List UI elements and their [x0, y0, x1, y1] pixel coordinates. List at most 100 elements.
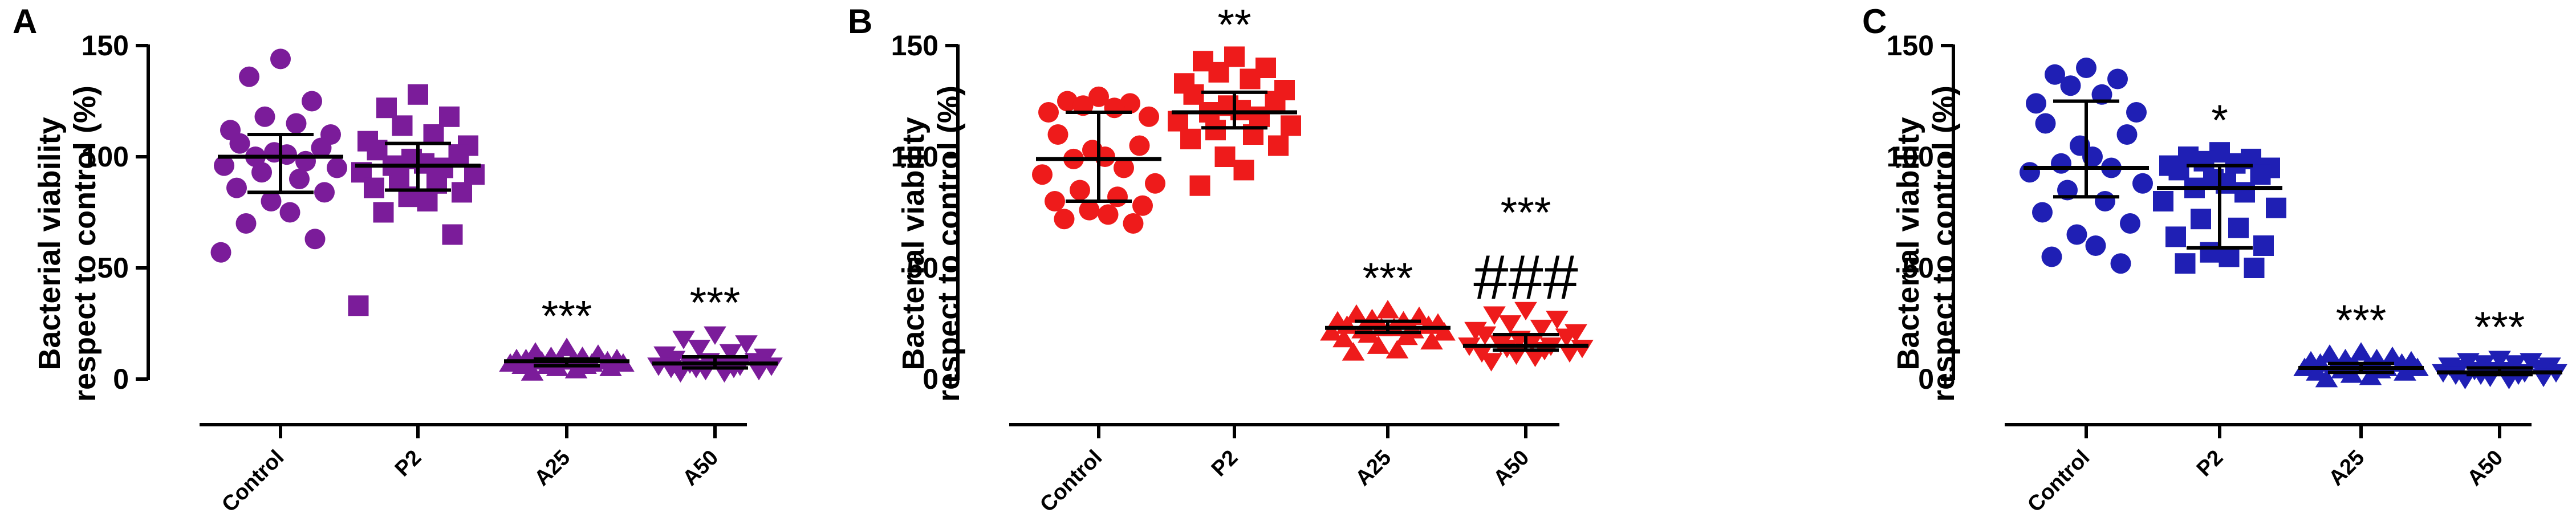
significance-stars: *** — [542, 292, 592, 340]
data-point — [2168, 160, 2189, 181]
significance-hash: ### — [1473, 242, 1578, 312]
x-tick-label: A50 — [1489, 446, 1534, 491]
data-point — [2110, 253, 2131, 274]
data-point — [2234, 182, 2255, 203]
data-point — [1498, 315, 1522, 334]
data-point — [1214, 146, 1236, 167]
data-point — [1281, 115, 1301, 136]
data-point — [1079, 200, 1100, 221]
data-point — [1320, 322, 1343, 341]
y-tick-label: 50 — [1902, 252, 1934, 284]
data-point — [599, 357, 622, 376]
significance-stars: *** — [1501, 189, 1551, 237]
data-point — [704, 326, 726, 345]
data-point — [2250, 164, 2271, 185]
data-point — [373, 202, 394, 223]
data-point — [1555, 328, 1578, 347]
y-axis-label-line: Bacterial viability — [896, 117, 931, 370]
data-point — [2153, 191, 2173, 211]
x-tick-label: P2 — [391, 446, 426, 482]
data-point — [348, 295, 369, 316]
significance-stars: *** — [1363, 254, 1413, 303]
x-tick-label: P2 — [1207, 446, 1243, 482]
y-tick-label: 50 — [907, 252, 938, 284]
data-point — [1345, 304, 1368, 323]
data-point — [1038, 102, 1059, 123]
data-point — [1376, 300, 1399, 319]
data-point — [1240, 68, 1261, 89]
data-point — [719, 344, 742, 363]
data-point — [376, 97, 397, 119]
data-point — [2315, 369, 2338, 388]
data-point — [2228, 217, 2249, 238]
x-tick-label: A25 — [1351, 446, 1396, 491]
y-axis-label: Bacterial viabilityrespect to control (%… — [32, 86, 102, 402]
data-point — [2132, 173, 2153, 194]
data-point — [555, 337, 578, 356]
data-point — [214, 155, 234, 176]
significance-stars: ** — [1217, 1, 1251, 50]
data-point — [1045, 191, 1065, 211]
data-point — [1523, 348, 1547, 367]
data-point — [1088, 86, 1109, 107]
data-point — [2120, 213, 2140, 234]
significance-stars: *** — [690, 279, 741, 327]
data-point — [672, 331, 695, 349]
y-axis-label: Bacterial viabilityrespect to control (%… — [896, 86, 966, 402]
panel-letter: C — [1862, 2, 1887, 40]
x-tick-label: A50 — [678, 446, 723, 491]
data-point — [2051, 153, 2071, 174]
data-point — [2035, 113, 2056, 134]
data-point — [2041, 246, 2062, 267]
data-point — [2350, 342, 2372, 361]
data-point — [564, 360, 588, 378]
data-point — [1546, 311, 1569, 329]
data-point — [239, 66, 259, 87]
y-tick-label: 0 — [113, 363, 129, 395]
data-point — [1168, 111, 1188, 132]
data-point — [688, 340, 711, 359]
data-point — [1145, 173, 1165, 194]
data-point — [2266, 197, 2286, 218]
data-point — [521, 362, 544, 381]
data-point — [2045, 64, 2065, 85]
data-point — [261, 191, 282, 211]
data-point — [270, 48, 291, 70]
data-point — [2060, 75, 2081, 96]
data-point — [1483, 306, 1506, 325]
data-point — [2066, 224, 2087, 245]
data-point — [1123, 213, 1144, 234]
data-point — [289, 169, 310, 189]
panel-letter: A — [13, 2, 37, 40]
data-point — [1530, 319, 1553, 339]
data-point — [327, 157, 347, 178]
data-point — [1189, 175, 1210, 196]
data-point — [2359, 367, 2382, 385]
y-axis-label-line: Bacterial viability — [32, 117, 67, 370]
significance-stars: *** — [2475, 303, 2525, 352]
data-point — [1395, 326, 1418, 345]
y-axis-label-line: respect to control (%) — [932, 86, 966, 402]
data-point — [1342, 342, 1365, 361]
data-point — [1129, 135, 1150, 156]
data-point — [1180, 128, 1201, 149]
x-tick-label: Control — [1035, 446, 1107, 517]
data-point — [304, 229, 326, 250]
data-point — [1120, 93, 1140, 114]
data-point — [311, 137, 332, 158]
y-tick-label: 0 — [923, 363, 938, 395]
data-point — [254, 106, 275, 127]
data-point — [364, 177, 384, 198]
data-point — [2175, 253, 2196, 274]
y-tick-label: 150 — [1887, 30, 1934, 62]
data-point — [314, 182, 335, 203]
data-point — [747, 362, 770, 381]
data-point — [295, 150, 316, 172]
data-point — [1514, 302, 1537, 321]
data-point — [1054, 209, 1075, 230]
data-point — [1385, 340, 1409, 359]
data-point — [2076, 58, 2096, 78]
data-point — [392, 115, 413, 136]
data-point — [1132, 195, 1153, 216]
